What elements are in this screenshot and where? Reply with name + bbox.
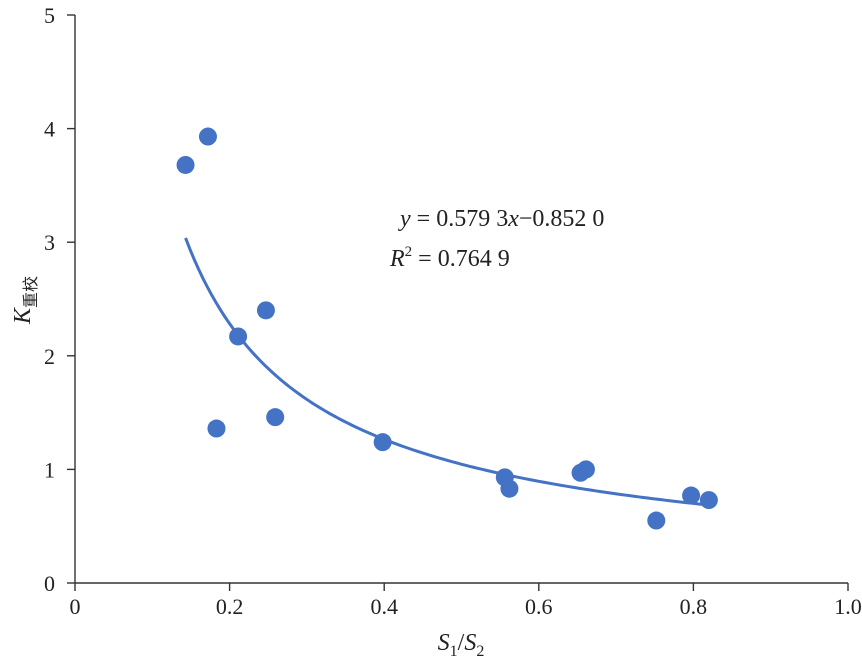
y-tick-label: 4 (44, 117, 55, 142)
y-tick-label: 1 (44, 457, 55, 482)
x-ticks: 0 0.2 0.4 0.6 0.8 1.0 (70, 583, 862, 619)
y-tick-label: 2 (44, 344, 55, 369)
data-point (373, 433, 392, 452)
trendline (184, 237, 710, 507)
data-point (699, 491, 718, 510)
y-tick-label: 0 (44, 571, 55, 596)
x-tick-label: 0.6 (525, 594, 553, 619)
x-tick-label: 0.2 (216, 594, 244, 619)
data-point (266, 408, 285, 427)
data-point (229, 327, 248, 346)
r-squared-label: R2 = 0.764 9 (389, 244, 510, 272)
data-point (207, 419, 226, 438)
y-ticks: 0 1 2 3 4 5 (44, 3, 75, 596)
y-axis-title: K重校 (10, 276, 40, 325)
x-tick-label: 0.8 (680, 594, 708, 619)
data-point (198, 127, 217, 146)
data-points (176, 127, 718, 530)
data-point (682, 486, 701, 505)
trendline-equation: y = 0.579 3x−0.852 0 (398, 206, 604, 232)
x-tick-label: 0.4 (370, 594, 398, 619)
data-point (256, 301, 275, 320)
y-tick-label: 3 (44, 230, 55, 255)
y-tick-label: 5 (44, 3, 55, 28)
x-axis-title: S1/S2 (438, 630, 485, 660)
data-point (576, 460, 595, 479)
data-point (647, 511, 666, 530)
data-point (176, 155, 195, 174)
x-tick-label: 1.0 (834, 594, 862, 619)
data-point (500, 479, 519, 498)
x-tick-label: 0 (70, 594, 81, 619)
axes (74, 15, 848, 584)
